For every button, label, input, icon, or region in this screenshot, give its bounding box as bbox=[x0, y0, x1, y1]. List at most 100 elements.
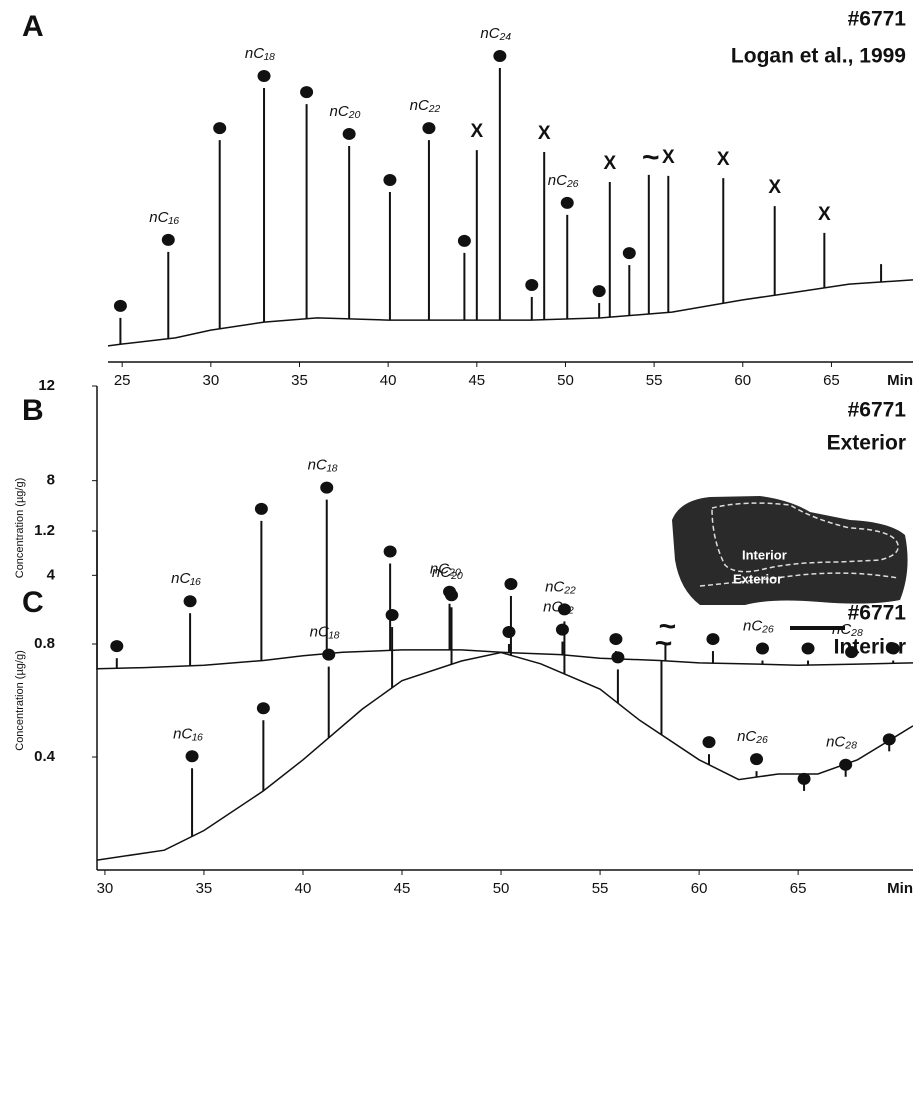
peak-marker bbox=[797, 772, 811, 785]
peak-marker bbox=[422, 122, 436, 135]
peak-label: nC₂₀ bbox=[330, 103, 361, 120]
panel-title: #6771 bbox=[848, 399, 907, 422]
baseline-trace bbox=[107, 279, 913, 347]
peak-marker bbox=[609, 633, 623, 646]
y-tick-label: 0.8 bbox=[34, 635, 55, 652]
rock-shape bbox=[672, 496, 908, 605]
peak-label: nC₁₈ bbox=[245, 45, 275, 62]
peak-marker bbox=[845, 646, 859, 659]
y-tick-label: 0.4 bbox=[34, 748, 56, 765]
peak-marker bbox=[755, 642, 769, 655]
peak-marker-text: X bbox=[818, 204, 831, 225]
peak-marker bbox=[256, 702, 270, 715]
peak-marker-text: ~ bbox=[655, 627, 673, 660]
peak-marker bbox=[383, 545, 397, 558]
inset-label: Exterior bbox=[733, 571, 782, 586]
peak-marker bbox=[801, 642, 815, 655]
x-tick-label: 65 bbox=[790, 880, 807, 897]
peak-label: nC₁₆ bbox=[149, 209, 179, 226]
peak-label: nC₂₄ bbox=[480, 25, 511, 42]
peak-label: nC₂₂ bbox=[545, 578, 576, 595]
peak-marker bbox=[322, 648, 336, 661]
peak-marker bbox=[445, 589, 459, 602]
peak-marker-text: X bbox=[662, 147, 675, 168]
peak-label: nC₂₆ bbox=[743, 618, 774, 635]
peak-marker bbox=[555, 623, 569, 636]
inset-label: Interior bbox=[742, 547, 787, 562]
peak-label: nC₂₈ bbox=[832, 621, 863, 638]
peak-label: nC₂₆ bbox=[737, 728, 768, 745]
x-tick-label: 40 bbox=[380, 372, 397, 389]
peak-marker bbox=[622, 247, 636, 260]
y-tick-label: 1.2 bbox=[34, 522, 55, 539]
exterior-outline bbox=[699, 572, 899, 587]
inset-rock bbox=[672, 496, 908, 630]
x-tick-label: 65 bbox=[823, 372, 840, 389]
y-tick-label: 8 bbox=[47, 472, 55, 489]
x-tick-label: 30 bbox=[97, 880, 114, 897]
x-tick-label: 45 bbox=[468, 372, 485, 389]
baseline-trace bbox=[96, 649, 913, 670]
panel-title: #6771 bbox=[848, 602, 907, 625]
x-tick-label: 60 bbox=[734, 372, 751, 389]
x-tick-label: 30 bbox=[202, 372, 219, 389]
peak-marker-text: X bbox=[717, 149, 730, 170]
x-tick-label: 60 bbox=[691, 880, 708, 897]
peak-marker bbox=[504, 577, 518, 590]
peak-marker-text: X bbox=[768, 177, 781, 198]
peak-marker bbox=[254, 502, 268, 515]
x-tick-label: 35 bbox=[196, 880, 213, 897]
peak-label: nC₁₆ bbox=[171, 570, 201, 587]
x-tick-label: 50 bbox=[557, 372, 574, 389]
peak-label: nC₂₀ bbox=[430, 561, 461, 578]
peak-marker bbox=[113, 299, 127, 312]
panel-letter: C bbox=[22, 586, 44, 619]
peak-marker-text: X bbox=[470, 121, 483, 142]
panel-title: #6771 bbox=[848, 8, 907, 31]
peak-marker bbox=[493, 50, 507, 63]
peak-marker bbox=[750, 753, 764, 766]
panel-letter: B bbox=[22, 394, 44, 427]
peak-marker bbox=[839, 758, 853, 771]
peak-marker bbox=[457, 234, 471, 247]
x-tick-label: 35 bbox=[291, 372, 308, 389]
peak-label: nC₂₆ bbox=[548, 172, 579, 189]
peak-marker bbox=[706, 633, 720, 646]
peak-label: nC₁₈ bbox=[310, 624, 340, 641]
y-axis-label: Concentration (µg/g) bbox=[14, 650, 26, 751]
peak-label: nC₁₆ bbox=[173, 725, 203, 742]
x-tick-label: 25 bbox=[114, 372, 131, 389]
x-axis-label: Min bbox=[887, 880, 913, 897]
peak-marker-text: ~ bbox=[642, 141, 660, 174]
x-tick-label: 45 bbox=[394, 880, 411, 897]
panel-subtitle: Logan et al., 1999 bbox=[731, 45, 906, 68]
x-tick-label: 55 bbox=[646, 372, 663, 389]
y-tick-label: 4 bbox=[47, 566, 56, 583]
panel-subtitle: Interior bbox=[834, 636, 906, 659]
peak-marker bbox=[342, 127, 356, 140]
peak-marker bbox=[383, 173, 397, 186]
y-axis-label: Concentration (µg/g) bbox=[14, 478, 26, 579]
interior-outline bbox=[711, 502, 899, 573]
peak-label: nC₂₈ bbox=[826, 734, 857, 751]
peak-marker-text: X bbox=[538, 123, 551, 144]
peak-marker bbox=[161, 233, 175, 246]
peak-marker-text: ~ bbox=[659, 610, 677, 643]
peak-marker bbox=[702, 736, 716, 749]
peak-marker bbox=[882, 733, 896, 746]
peak-marker bbox=[886, 642, 900, 655]
peak-marker bbox=[185, 750, 199, 763]
peak-marker bbox=[560, 196, 574, 209]
peak-label: nC₂₂ bbox=[410, 97, 441, 114]
peak-marker bbox=[592, 285, 606, 298]
peak-marker bbox=[525, 278, 539, 291]
x-tick-label: 40 bbox=[295, 880, 312, 897]
peak-marker bbox=[611, 651, 625, 664]
x-tick-label: 55 bbox=[592, 880, 609, 897]
x-axis-label: Min bbox=[887, 372, 913, 389]
peak-marker bbox=[213, 122, 227, 135]
peak-marker bbox=[502, 625, 516, 638]
baseline-trace bbox=[96, 651, 913, 861]
peak-marker bbox=[183, 595, 197, 608]
peak-marker bbox=[257, 69, 271, 82]
